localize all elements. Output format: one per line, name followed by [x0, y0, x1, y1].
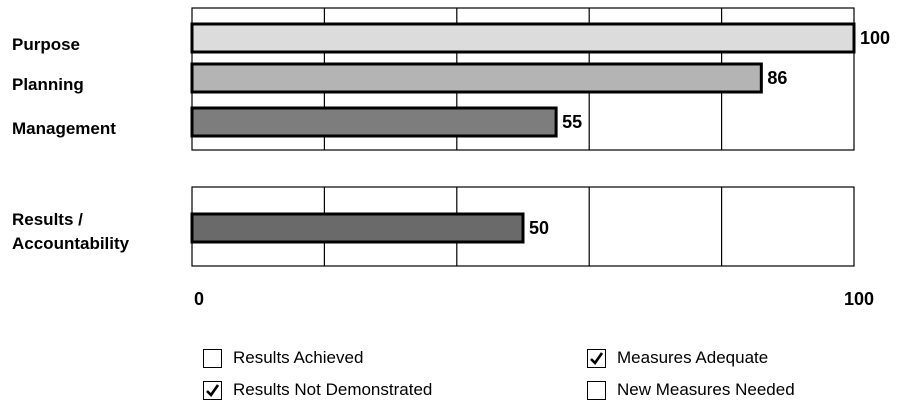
bar — [190, 212, 525, 244]
legend-label: New Measures Needed — [617, 380, 795, 399]
legend-label: Results Achieved — [233, 348, 364, 367]
category-label: Management — [12, 119, 116, 138]
tick-label: 0 — [194, 289, 204, 309]
data-label: 55 — [562, 112, 582, 132]
legend-label: Measures Adequate — [617, 348, 769, 367]
data-label: 86 — [767, 68, 787, 88]
category-label: Planning — [12, 75, 84, 94]
checkbox-results-achieved[interactable] — [203, 348, 222, 368]
legend-item-results-not-demonstrated[interactable]: Results Not Demonstrated — [203, 380, 432, 400]
legend-label: Results Not Demonstrated — [233, 380, 433, 399]
checkbox-measures-adequate[interactable] — [587, 348, 606, 368]
checkmark-icon — [206, 383, 220, 397]
checkmark-icon — [590, 351, 604, 365]
category-label: Accountability — [12, 234, 130, 253]
checkbox-results-not-demonstrated[interactable] — [203, 380, 222, 400]
data-label: 50 — [529, 218, 549, 238]
category-label: Results / — [12, 210, 83, 229]
category-label: Purpose — [12, 35, 80, 54]
legend-item-measures-adequate[interactable]: Measures Adequate — [587, 348, 768, 368]
bar — [190, 22, 856, 54]
data-label: 100 — [860, 28, 890, 48]
legend-item-new-measures-needed[interactable]: New Measures Needed — [587, 380, 795, 400]
tick-label: 100 — [844, 289, 874, 309]
legend-item-results-achieved[interactable]: Results Achieved — [203, 348, 363, 368]
bar — [190, 106, 558, 138]
checkbox-new-measures-needed[interactable] — [587, 380, 606, 400]
bar — [190, 62, 763, 94]
